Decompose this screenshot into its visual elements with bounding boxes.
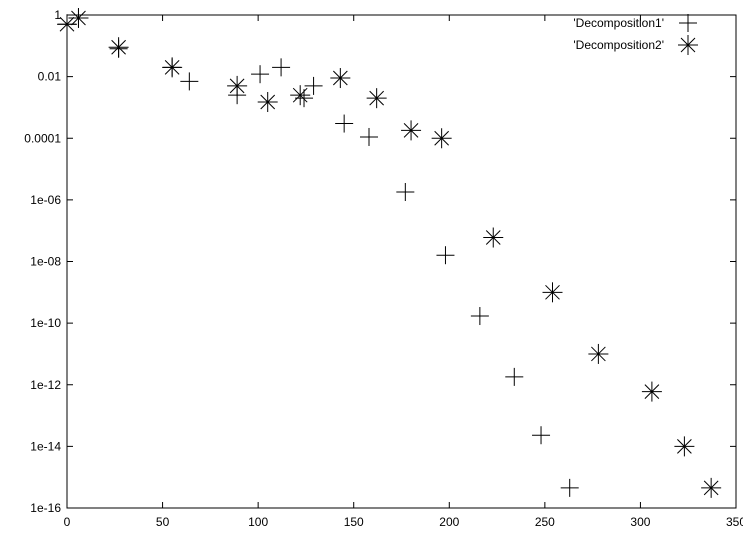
legend-label-2: 'Decomposition2' <box>573 38 664 52</box>
decomposition1-point <box>335 115 353 133</box>
x-tick-label: 50 <box>156 515 170 529</box>
y-tick-label: 1e-10 <box>30 316 61 330</box>
x-tick-label: 350 <box>726 515 743 529</box>
decomposition2-point <box>227 76 247 96</box>
decomposition2-point <box>258 92 278 112</box>
decomposition1-point <box>532 426 550 444</box>
x-axis: 0 50 100 150 200 250 300 350 <box>64 15 743 529</box>
decomposition2-point <box>401 120 421 140</box>
decomposition1-point <box>360 128 378 146</box>
decomposition1-point <box>180 72 198 90</box>
x-tick-label: 300 <box>630 515 650 529</box>
decomposition1-point <box>272 58 290 76</box>
y-tick-label: 1e-06 <box>30 193 61 207</box>
decomposition1-point <box>471 307 489 325</box>
decomposition2-point <box>68 8 88 28</box>
y-tick-label: 0.01 <box>38 70 62 84</box>
decomposition2-point <box>330 68 350 88</box>
y-tick-label: 1e-16 <box>30 501 61 515</box>
y-tick-label: 1 <box>54 8 61 22</box>
y-axis: 1 0.01 0.0001 1e-06 1e-08 1e-10 1e-12 1e-14 1e-1… <box>24 8 736 515</box>
decomposition2-point <box>543 282 563 302</box>
legend-symbol-2 <box>678 35 698 55</box>
decomposition2-point <box>162 57 182 77</box>
legend-symbol-1 <box>679 14 697 32</box>
x-tick-label: 200 <box>439 515 459 529</box>
decomposition1-point <box>561 479 579 497</box>
decomposition2-point <box>367 88 387 108</box>
y-tick-label: 1e-12 <box>30 378 61 392</box>
decomposition2-point <box>483 228 503 248</box>
y-tick-label: 1e-08 <box>30 255 61 269</box>
plot-frame <box>67 15 736 508</box>
y-tick-label: 0.0001 <box>24 131 61 145</box>
decomposition2-point <box>701 478 721 498</box>
decomposition2-point <box>674 436 694 456</box>
decomposition1-point <box>505 368 523 386</box>
y-tick-label: 1e-14 <box>30 439 61 453</box>
decomposition1-point <box>396 183 414 201</box>
decomposition1-point <box>436 246 454 264</box>
decomposition2-point <box>57 14 77 34</box>
x-tick-label: 150 <box>344 515 364 529</box>
decomposition2-point <box>588 344 608 364</box>
legend-label-1: 'Decomposition1' <box>573 16 664 30</box>
data-points <box>57 8 721 498</box>
legend: 'Decomposition1' 'Decomposition2' <box>573 14 698 55</box>
x-tick-label: 0 <box>64 515 71 529</box>
decomposition2-point <box>109 37 129 57</box>
decomposition1-point <box>251 65 269 83</box>
decomposition2-point <box>290 85 310 105</box>
x-tick-label: 250 <box>535 515 555 529</box>
decomposition2-point <box>642 382 662 402</box>
x-tick-label: 100 <box>248 515 268 529</box>
decomposition2-point <box>432 128 452 148</box>
decomposition1-point <box>305 77 323 95</box>
